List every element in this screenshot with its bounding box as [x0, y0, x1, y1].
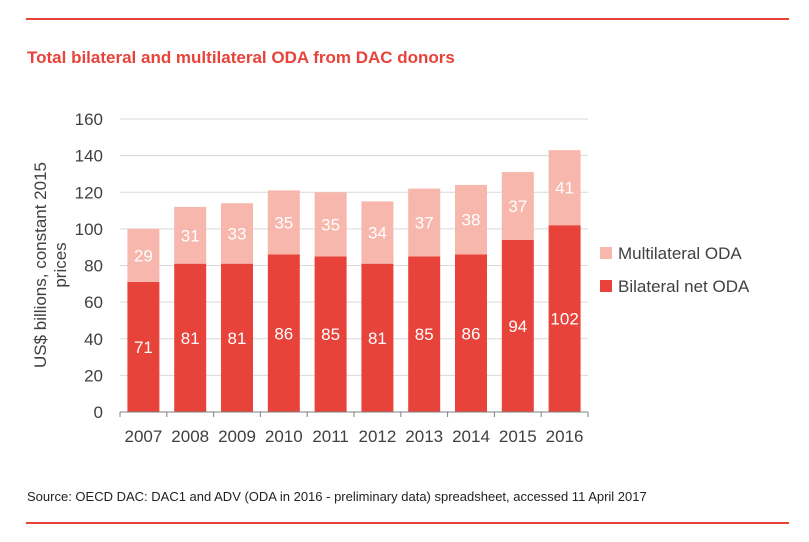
bar-multilateral [267, 190, 300, 255]
chart-title: Total bilateral and multilateral ODA fro… [27, 48, 455, 67]
bar-bilateral [314, 256, 347, 412]
top-rule [26, 18, 789, 20]
data-label-multilateral: 37 [508, 197, 527, 216]
bar-multilateral [501, 172, 534, 240]
data-label-multilateral: 29 [134, 246, 153, 265]
bar-multilateral [127, 228, 160, 282]
bar-multilateral [174, 206, 207, 264]
bar-multilateral [408, 188, 441, 257]
bar-multilateral [548, 150, 581, 226]
data-label-multilateral: 31 [181, 226, 200, 245]
y-tick-label: 40 [84, 330, 103, 349]
data-label-multilateral: 35 [274, 213, 293, 232]
y-tick-label: 20 [84, 366, 103, 385]
bar-multilateral [314, 192, 347, 257]
data-label-multilateral: 35 [321, 215, 340, 234]
data-label-bilateral: 71 [134, 338, 153, 357]
x-tick-label: 2011 [312, 427, 349, 446]
data-label-bilateral: 102 [550, 310, 578, 329]
bar-bilateral [501, 239, 534, 412]
data-label-bilateral: 85 [321, 325, 340, 344]
data-label-multilateral: 41 [555, 179, 574, 198]
x-tick-label: 2007 [124, 427, 162, 446]
y-tick-label: 160 [75, 110, 103, 129]
legend-swatch-multilateral [600, 247, 612, 259]
bar-multilateral [455, 184, 487, 255]
x-tick-label: 2010 [265, 427, 303, 446]
y-tick-label: 140 [75, 147, 103, 166]
data-label-bilateral: 94 [508, 317, 527, 336]
x-tick-label: 2012 [358, 427, 396, 446]
bar-bilateral [548, 225, 581, 412]
legend-label-bilateral: Bilateral net ODA [618, 277, 750, 296]
source-note: Source: OECD DAC: DAC1 and ADV (ODA in 2… [27, 489, 647, 504]
x-tick-label: 2014 [452, 427, 490, 446]
bottom-rule [26, 522, 789, 524]
bar-bilateral [408, 256, 441, 412]
x-tick-label: 2015 [499, 427, 537, 446]
bar-bilateral [221, 263, 253, 412]
legend-label-multilateral: Multilateral ODA [618, 244, 742, 263]
bar-multilateral [361, 201, 394, 264]
x-tick-label: 2016 [546, 427, 584, 446]
y-tick-label: 80 [84, 257, 103, 276]
data-label-bilateral: 86 [274, 324, 293, 343]
data-label-bilateral: 81 [368, 329, 387, 348]
bar-bilateral [267, 254, 300, 412]
bar-multilateral [221, 203, 253, 264]
y-tick-label: 0 [94, 403, 103, 422]
data-label-multilateral: 37 [415, 213, 434, 232]
data-label-bilateral: 81 [228, 329, 247, 348]
x-tick-label: 2008 [171, 427, 209, 446]
y-axis-label: US$ billions, constant 2015prices [31, 162, 70, 368]
data-label-bilateral: 81 [181, 329, 200, 348]
data-label-bilateral: 86 [462, 324, 481, 343]
bar-bilateral [174, 263, 207, 412]
data-label-bilateral: 85 [415, 325, 434, 344]
data-label-multilateral: 34 [368, 224, 387, 243]
data-label-multilateral: 38 [462, 211, 481, 230]
y-tick-label: 100 [75, 220, 103, 239]
legend-swatch-bilateral [600, 280, 612, 292]
y-tick-label: 120 [75, 183, 103, 202]
x-tick-label: 2009 [218, 427, 256, 446]
bar-bilateral [361, 263, 394, 412]
chart-plot: 71 29 81 31 81 33 86 35 85 35 81 34 85 37 86 38 94 37 102 4… [31, 110, 750, 446]
data-label-multilateral: 33 [228, 224, 247, 243]
bar-bilateral [455, 254, 487, 412]
x-tick-label: 2013 [405, 427, 443, 446]
y-tick-label: 60 [84, 293, 103, 312]
bar-bilateral [127, 281, 160, 412]
